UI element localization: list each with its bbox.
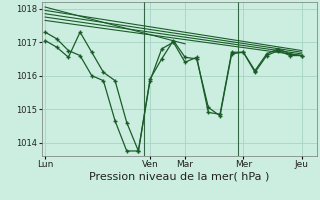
X-axis label: Pression niveau de la mer( hPa ): Pression niveau de la mer( hPa ) bbox=[89, 172, 269, 182]
